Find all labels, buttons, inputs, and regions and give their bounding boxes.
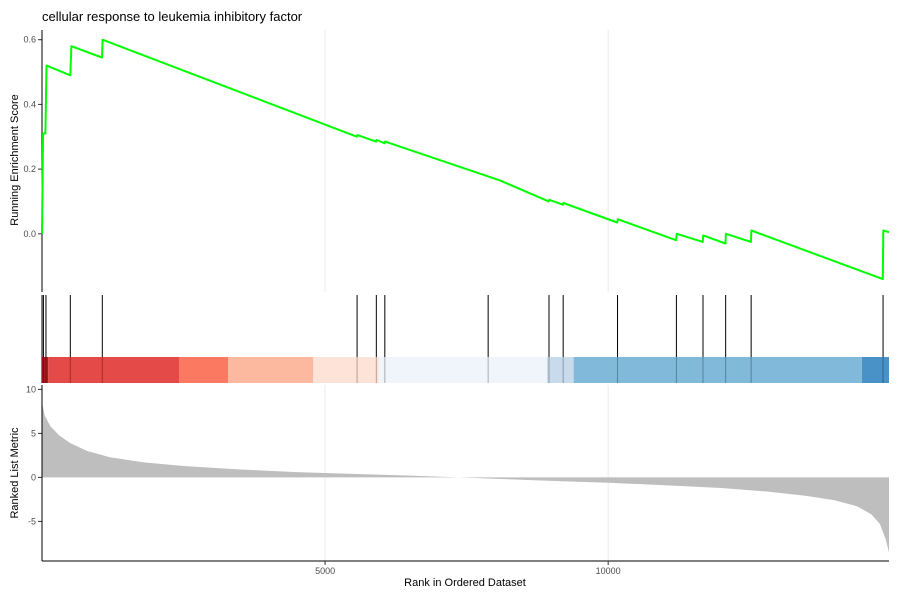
x-axis-title: Rank in Ordered Dataset — [404, 577, 526, 589]
running-score-line — [41, 38, 890, 281]
color-bar-segment-0 — [42, 357, 49, 383]
y-axis-title-running-score: Running Enrichment Score — [9, 94, 21, 225]
color-bar-segment-6 — [547, 357, 574, 383]
color-bar-segment-2 — [179, 357, 229, 383]
chart-title: cellular response to leukemia inhibitory… — [42, 9, 303, 24]
x-tick-label-0: 5000 — [315, 566, 335, 576]
y-tick-label-running-score-0: 0.0 — [23, 229, 36, 239]
y-tick-label-running-score-3: 0.6 — [23, 35, 36, 45]
y-tick-label-metric-3: 10 — [26, 384, 36, 394]
y-tick-label-running-score-2: 0.4 — [23, 99, 36, 109]
y-axis-title-ranked-metric: Ranked List Metric — [9, 427, 21, 519]
running-score-panel: 0.0 0.2 0.4 0.6 — [23, 30, 890, 292]
color-bar-segment-5 — [378, 357, 548, 383]
x-tick-label-1: 10000 — [596, 566, 621, 576]
color-bar-segment-8 — [861, 357, 889, 383]
color-bar-segment-3 — [228, 357, 314, 383]
ranked-metric-panel: -5 0 5 10 5000 10000 — [26, 384, 889, 576]
y-tick-label-metric-0: -5 — [28, 516, 36, 526]
color-bar-segment-7 — [573, 357, 862, 383]
rank-color-bar-panel — [42, 357, 889, 383]
y-tick-label-running-score-1: 0.2 — [23, 164, 36, 174]
y-tick-label-metric-1: 0 — [31, 472, 36, 482]
color-bar-segment-4 — [313, 357, 379, 383]
y-tick-label-metric-2: 5 — [31, 428, 36, 438]
ranked-metric-area — [42, 402, 889, 553]
color-bar-segment-1 — [48, 357, 180, 383]
